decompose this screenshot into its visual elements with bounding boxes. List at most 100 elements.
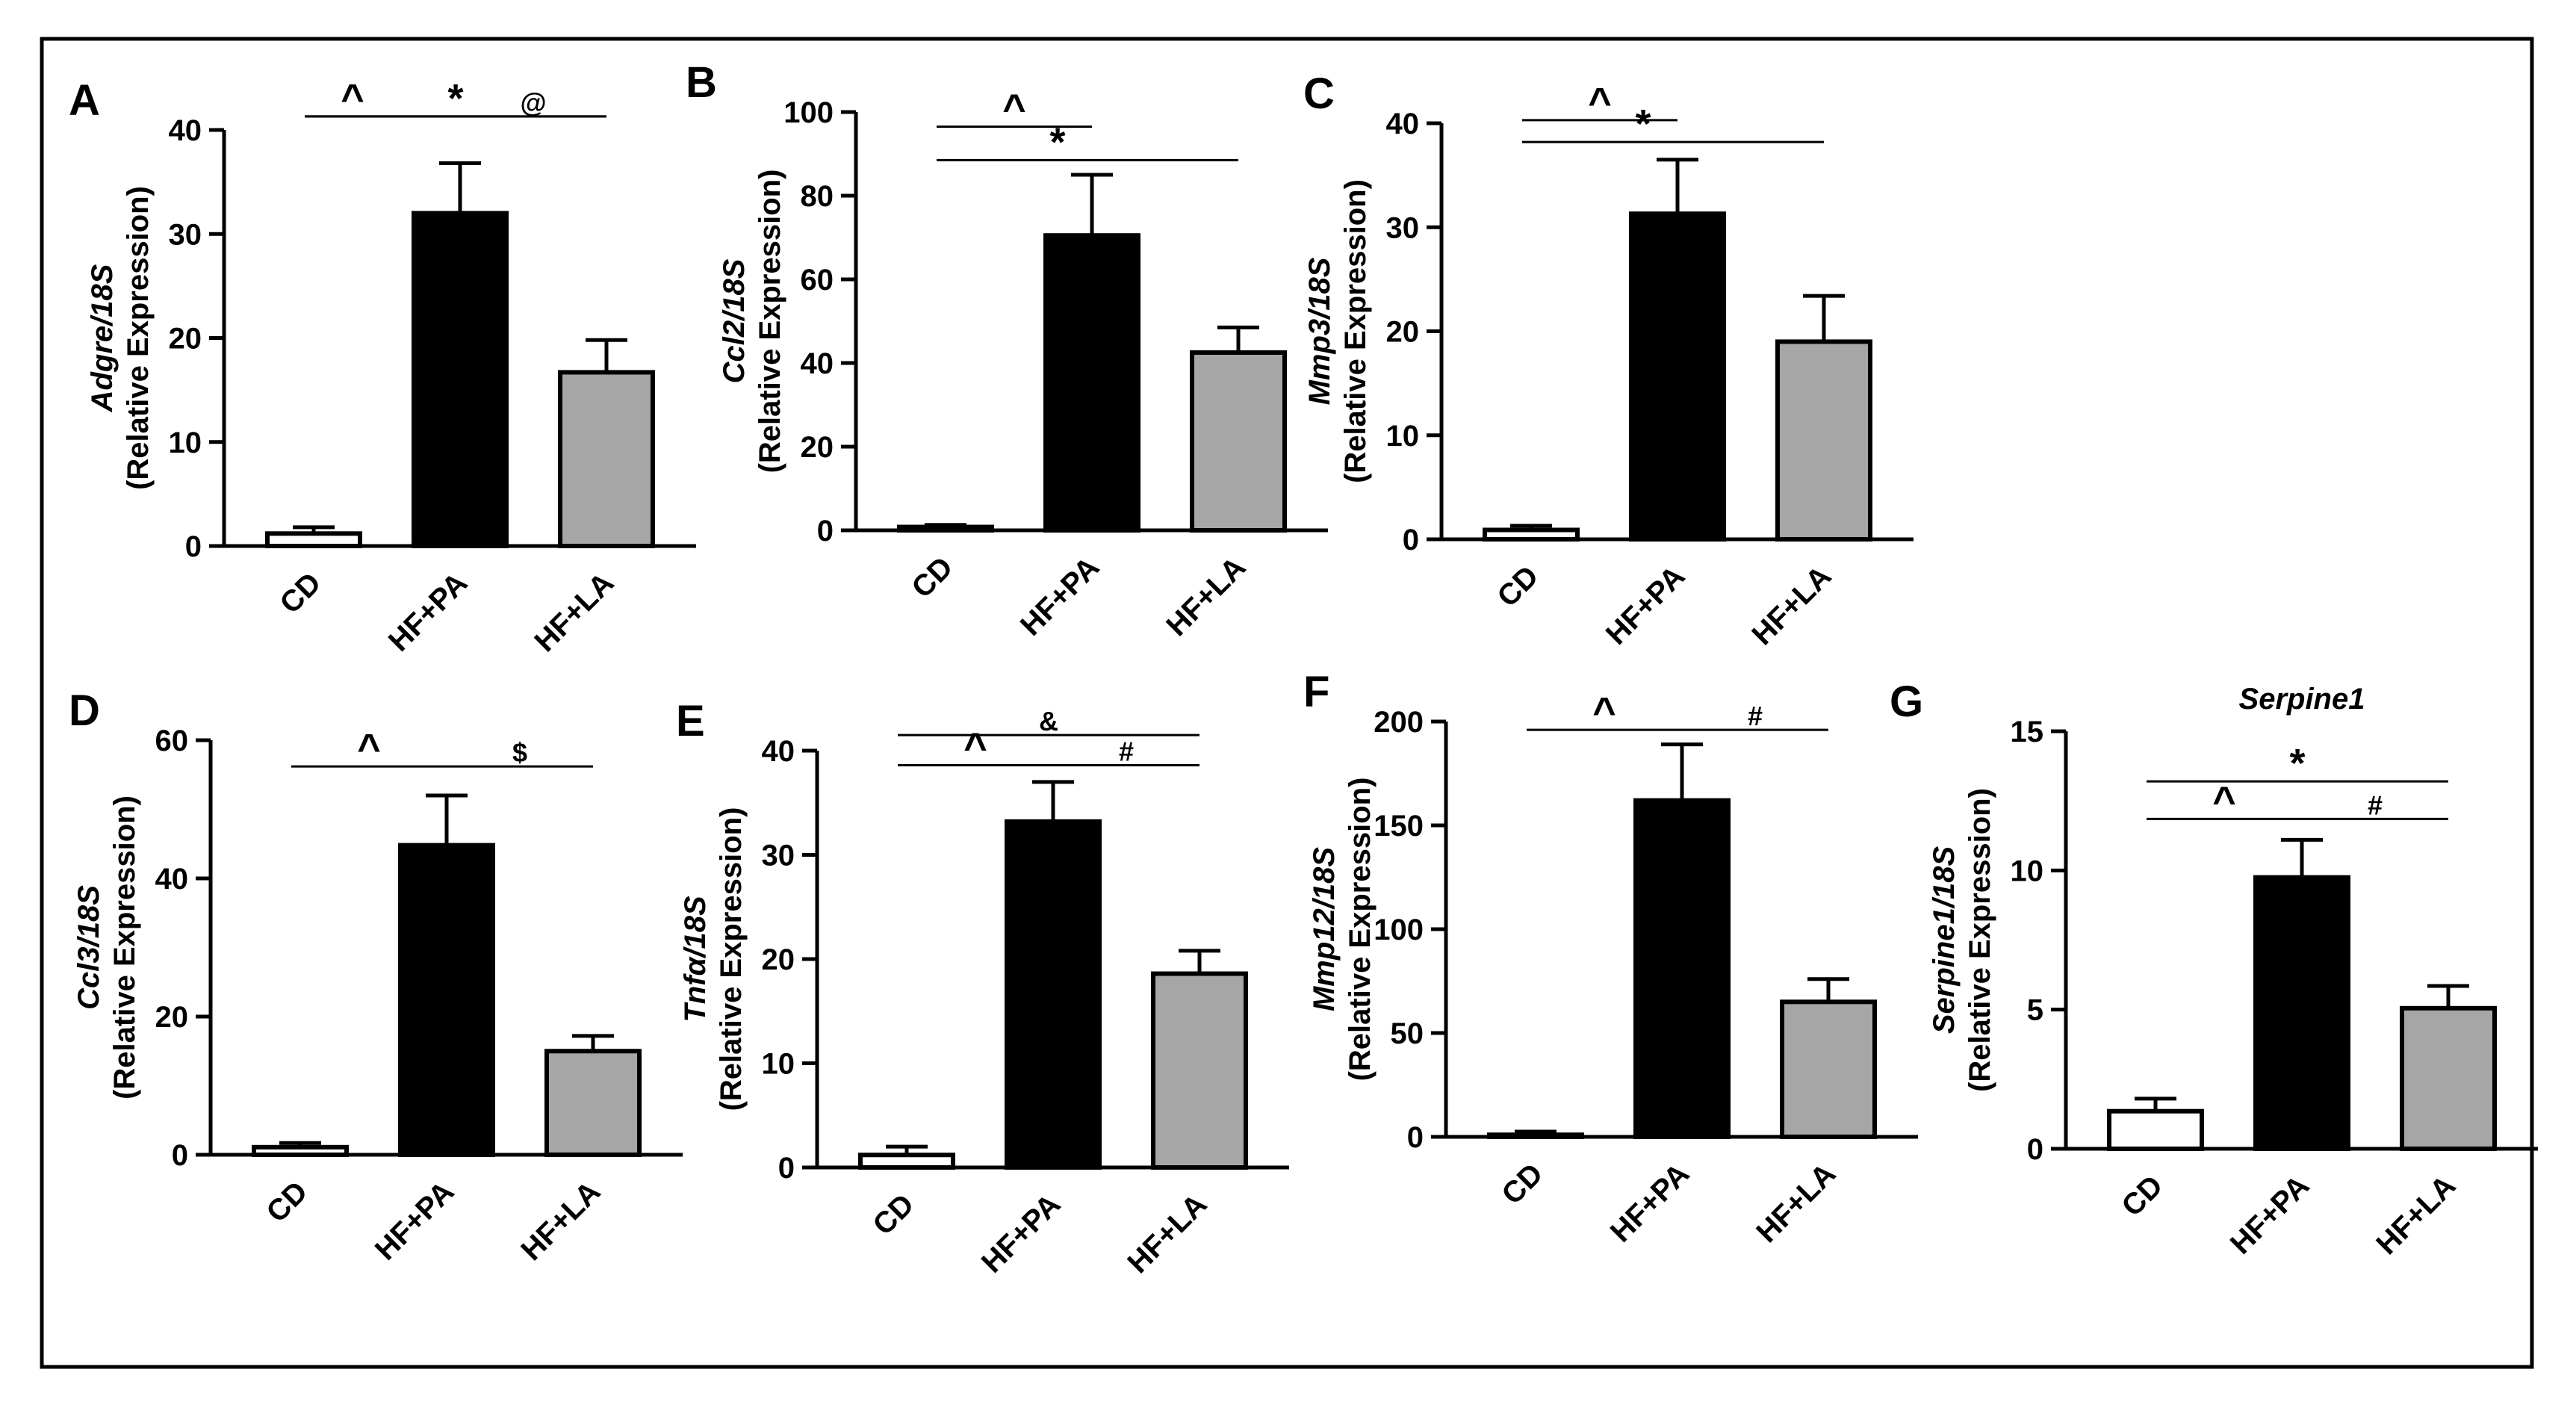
panel-c-ytick-label-4: 40: [1386, 108, 1420, 140]
panel-c-bar-1: [1629, 211, 1726, 542]
panel-e-sig-symbol-0: ^: [963, 725, 987, 770]
panel-e-ytick-label-0: 0: [778, 1152, 795, 1185]
panel-a-ytick-label-0: 0: [185, 530, 202, 563]
panel-f-bar-0: [1487, 1132, 1584, 1139]
panel-e-bar-2: [1151, 971, 1248, 1170]
panel-b-ylabel-unit: (Relative Expression): [754, 170, 786, 474]
panel-f-ytick-label-4: 200: [1374, 706, 1424, 739]
panel-d-sig-symbol-0: ^: [357, 726, 381, 771]
panel-b-ytick-label-0: 0: [817, 515, 834, 548]
panel-a-bar-1: [412, 211, 509, 548]
panel-c-ytick-label-3: 30: [1386, 211, 1420, 244]
panel-g-bar-2: [2400, 1005, 2497, 1152]
panel-c-ylabel: Mmp3/18S (Relative Expression): [1303, 179, 1372, 483]
panel-a-sig-symbol-1: @: [520, 87, 546, 118]
panel-a-ytick-label-2: 20: [169, 323, 202, 356]
panel-g-sig-symbol-1: #: [2368, 790, 2383, 820]
panel-a-bar-2: [558, 370, 655, 549]
panel-a-ytick-label-3: 30: [169, 218, 202, 251]
panel-d-bar-1: [398, 843, 495, 1157]
panel-b-sig-symbol-0: ^: [1002, 87, 1026, 131]
panel-b-ytick-label-5: 100: [783, 96, 834, 129]
panel-a-ylabel-gene: Adgre/18S: [86, 264, 119, 412]
panel-g-ytick-label-1: 5: [2027, 994, 2043, 1027]
panel-g-sig-symbol-2: *: [2289, 741, 2305, 786]
panel-d-sig-symbol-1: $: [512, 737, 527, 768]
panel-d-ytick-label-1: 20: [155, 1001, 189, 1034]
panel-g-title: Serpine1: [2239, 683, 2365, 716]
panel-g-sig-symbol-0: ^: [2212, 778, 2236, 823]
panel-b-bar-1: [1043, 233, 1140, 533]
panel-g-ytick-label-3: 15: [2011, 716, 2044, 748]
panel-c-ylabel-gene: Mmp3/18S: [1303, 257, 1336, 405]
panel-c-label: C: [1303, 69, 1335, 118]
panel-d-ytick-label-2: 40: [155, 863, 189, 896]
panel-d-ylabel-gene: Ccl3/18S: [72, 885, 105, 1010]
panel-c-sig-symbol-1: *: [1635, 102, 1651, 146]
panel-c-bar-2: [1775, 339, 1872, 542]
panel-c-ytick-label-1: 10: [1386, 420, 1420, 453]
panel-f-label: F: [1303, 668, 1329, 716]
panel-e-bar-1: [1005, 819, 1102, 1170]
panel-g-ytick-label-2: 10: [2011, 854, 2044, 887]
panel-b-ylabel: Ccl2/18S (Relative Expression): [718, 170, 786, 474]
panel-d-ytick-label-0: 0: [172, 1139, 188, 1172]
panel-f-ytick-label-1: 50: [1391, 1017, 1424, 1050]
panel-b-ytick-label-2: 40: [801, 347, 834, 380]
panel-f-ytick-label-2: 100: [1374, 914, 1424, 946]
panel-b-bar-2: [1190, 350, 1287, 533]
panel-a-ytick-label-1: 10: [169, 427, 202, 459]
panel-f-ytick-label-3: 150: [1374, 810, 1424, 843]
panel-e-bar-0: [858, 1153, 955, 1170]
panel-f-bar-1: [1633, 798, 1731, 1139]
panel-e-ytick-label-3: 30: [762, 840, 795, 872]
panel-g-ylabel: Serpine1/18S (Relative Expression): [1928, 788, 1996, 1092]
panel-e-ylabel-unit: (Relative Expression): [715, 807, 748, 1111]
panel-a-bar-0: [265, 531, 362, 548]
panel-f-ylabel-unit: (Relative Expression): [1344, 778, 1377, 1082]
panel-e-ytick-label-2: 20: [762, 943, 795, 976]
panel-e-ylabel: Tnfα/18S (Relative Expression): [679, 807, 748, 1111]
panel-d-label: D: [69, 686, 100, 735]
panel-f-ylabel: Mmp12/18S (Relative Expression): [1308, 778, 1377, 1082]
panel-c-ylabel-unit: (Relative Expression): [1339, 179, 1372, 483]
panel-c-sig-symbol-0: ^: [1588, 80, 1612, 125]
panel-a-ylabel-unit: (Relative Expression): [122, 186, 155, 490]
panel-e-label: E: [676, 697, 705, 745]
panel-e-sig-symbol-1: #: [1119, 736, 1134, 767]
panel-d-bar-2: [544, 1049, 642, 1157]
panel-b-sig-symbol-1: *: [1049, 120, 1065, 164]
panel-g-bar-1: [2253, 875, 2350, 1152]
panel-g-ylabel-gene: Serpine1/18S: [1928, 846, 1961, 1035]
panel-d-ylabel: Ccl3/18S (Relative Expression): [72, 795, 141, 1099]
panel-e-sig-symbol-2: &: [1039, 706, 1058, 736]
panel-f-sig-symbol-1: #: [1748, 701, 1763, 731]
panel-b-ytick-label-4: 80: [801, 180, 834, 213]
panel-g-bar-0: [2107, 1108, 2204, 1151]
panel-a-sig-symbol-0: ^: [341, 76, 364, 121]
panel-c-bar-0: [1483, 527, 1580, 542]
panel-e-ytick-label-4: 40: [762, 735, 795, 768]
panel-g-label: G: [1890, 677, 1923, 726]
panel-a-label: A: [69, 76, 100, 125]
panel-e-ylabel-gene: Tnfα/18S: [679, 896, 712, 1023]
panel-a-ytick-label-4: 40: [169, 114, 202, 147]
panel-g-ytick-label-0: 0: [2027, 1133, 2043, 1166]
panel-d-ytick-label-3: 60: [155, 725, 189, 757]
panel-b-label: B: [686, 58, 717, 107]
panel-c-ytick-label-2: 20: [1386, 316, 1420, 349]
panel-b-ytick-label-3: 60: [801, 264, 834, 297]
panel-g-ylabel-unit: (Relative Expression): [1964, 788, 1996, 1092]
panel-d-ylabel-unit: (Relative Expression): [108, 795, 141, 1099]
panel-b-ylabel-gene: Ccl2/18S: [718, 258, 751, 383]
panel-d-bar-0: [252, 1144, 349, 1157]
panel-a-sig-symbol-2: *: [447, 76, 463, 121]
panel-f-ylabel-gene: Mmp12/18S: [1308, 847, 1341, 1011]
panel-c-ytick-label-0: 0: [1403, 524, 1419, 556]
panel-f-bar-2: [1780, 999, 1877, 1140]
panel-a-ylabel: Adgre/18S (Relative Expression): [86, 186, 155, 490]
panel-b-bar-0: [897, 524, 994, 533]
panel-b-ytick-label-1: 20: [801, 431, 834, 464]
